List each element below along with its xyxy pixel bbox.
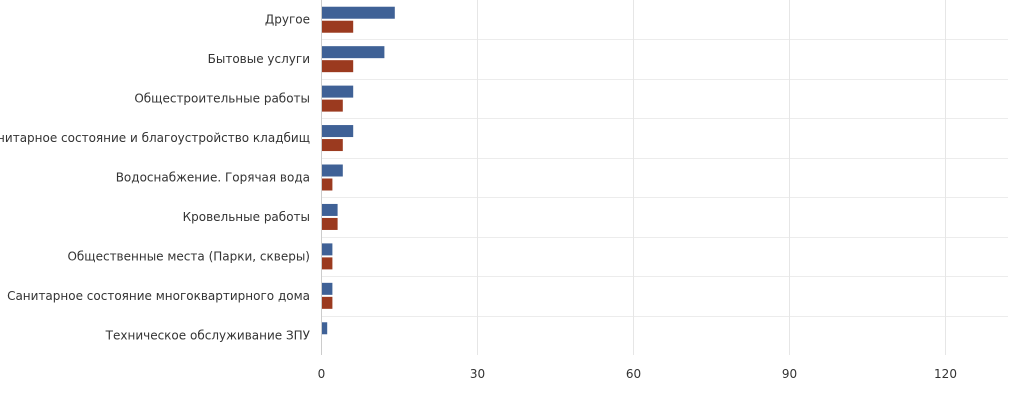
x-tick-label: 0: [318, 367, 326, 381]
bar-series-2: [322, 257, 333, 270]
bar-series-1: [322, 282, 333, 295]
category-label: Другое: [265, 13, 310, 27]
category-label: Бытовые услуги: [208, 52, 310, 66]
bar-series-2: [322, 139, 343, 152]
x-axis-tick-labels: 0 30 60 90 120: [318, 367, 957, 381]
category-label: Общестроительные работы: [134, 92, 310, 106]
bar-series-1: [322, 46, 385, 59]
bar-series-2: [322, 60, 354, 73]
x-tick-label: 120: [934, 367, 957, 381]
category-label: Техническое обслуживание ЗПУ: [105, 328, 311, 342]
bar-series-2: [322, 217, 338, 230]
category-label: Санитарное состояние и благоустройство к…: [0, 131, 310, 145]
bar-series-1: [322, 85, 354, 98]
bar-series-2: [322, 178, 333, 191]
category-label: Кровельные работы: [183, 210, 310, 224]
category-label: Санитарное состояние многоквартирного до…: [7, 289, 310, 303]
bar-series-2: [322, 20, 354, 33]
x-tick-label: 90: [782, 367, 797, 381]
bar-series-1: [322, 203, 338, 216]
x-tick-label: 30: [470, 367, 485, 381]
x-tick-label: 60: [626, 367, 641, 381]
grid-lines: [321, 0, 1008, 355]
bar-series-1: [322, 164, 343, 177]
bar-series-1: [322, 125, 354, 138]
category-label: Общественные места (Парки, скверы): [67, 249, 310, 263]
bars: [322, 6, 395, 335]
category-label: Водоснабжение. Горячая вода: [116, 171, 310, 185]
bar-series-1: [322, 322, 328, 335]
category-labels: Другое Бытовые услуги Общестроительные раб…: [0, 13, 311, 343]
bar-series-1: [322, 6, 395, 19]
bar-series-1: [322, 243, 333, 256]
bar-series-2: [322, 99, 343, 112]
bar-series-2: [322, 296, 333, 309]
